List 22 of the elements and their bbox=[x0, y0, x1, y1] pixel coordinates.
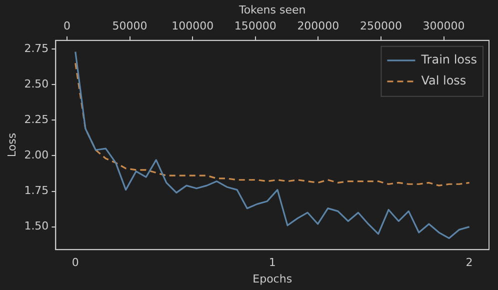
line-series bbox=[74, 62, 470, 186]
legend-label: Val loss bbox=[421, 74, 466, 88]
x2-tick-label: 0 bbox=[63, 20, 70, 33]
x-tick-label: 2 bbox=[466, 256, 473, 270]
x2-tick-label: 150000 bbox=[234, 20, 276, 33]
x2-tick-label: 100000 bbox=[172, 20, 214, 33]
y-tick-label: 1.75 bbox=[24, 184, 49, 198]
x2-tick-label: 50000 bbox=[112, 20, 148, 33]
x2-tick-label: 300000 bbox=[422, 20, 465, 33]
y-tick-label: 2.25 bbox=[24, 112, 49, 126]
x-tick-label: 0 bbox=[72, 256, 79, 270]
y-tick-label: 2.50 bbox=[24, 77, 49, 90]
x2-tick-label: 250000 bbox=[360, 20, 402, 33]
legend-label: Train loss bbox=[420, 52, 478, 67]
y-axis-title: Loss bbox=[5, 132, 18, 158]
x2-axis-title: Tokens seen bbox=[238, 3, 306, 16]
x-axis-title: Epochs bbox=[252, 272, 292, 286]
y-tick-label: 2.00 bbox=[24, 148, 49, 162]
x-tick-label: 1 bbox=[268, 256, 276, 270]
y-tick-label: 2.75 bbox=[24, 42, 49, 55]
y-tick-label: 1.50 bbox=[24, 220, 49, 233]
x2-tick-label: 200000 bbox=[297, 20, 340, 33]
